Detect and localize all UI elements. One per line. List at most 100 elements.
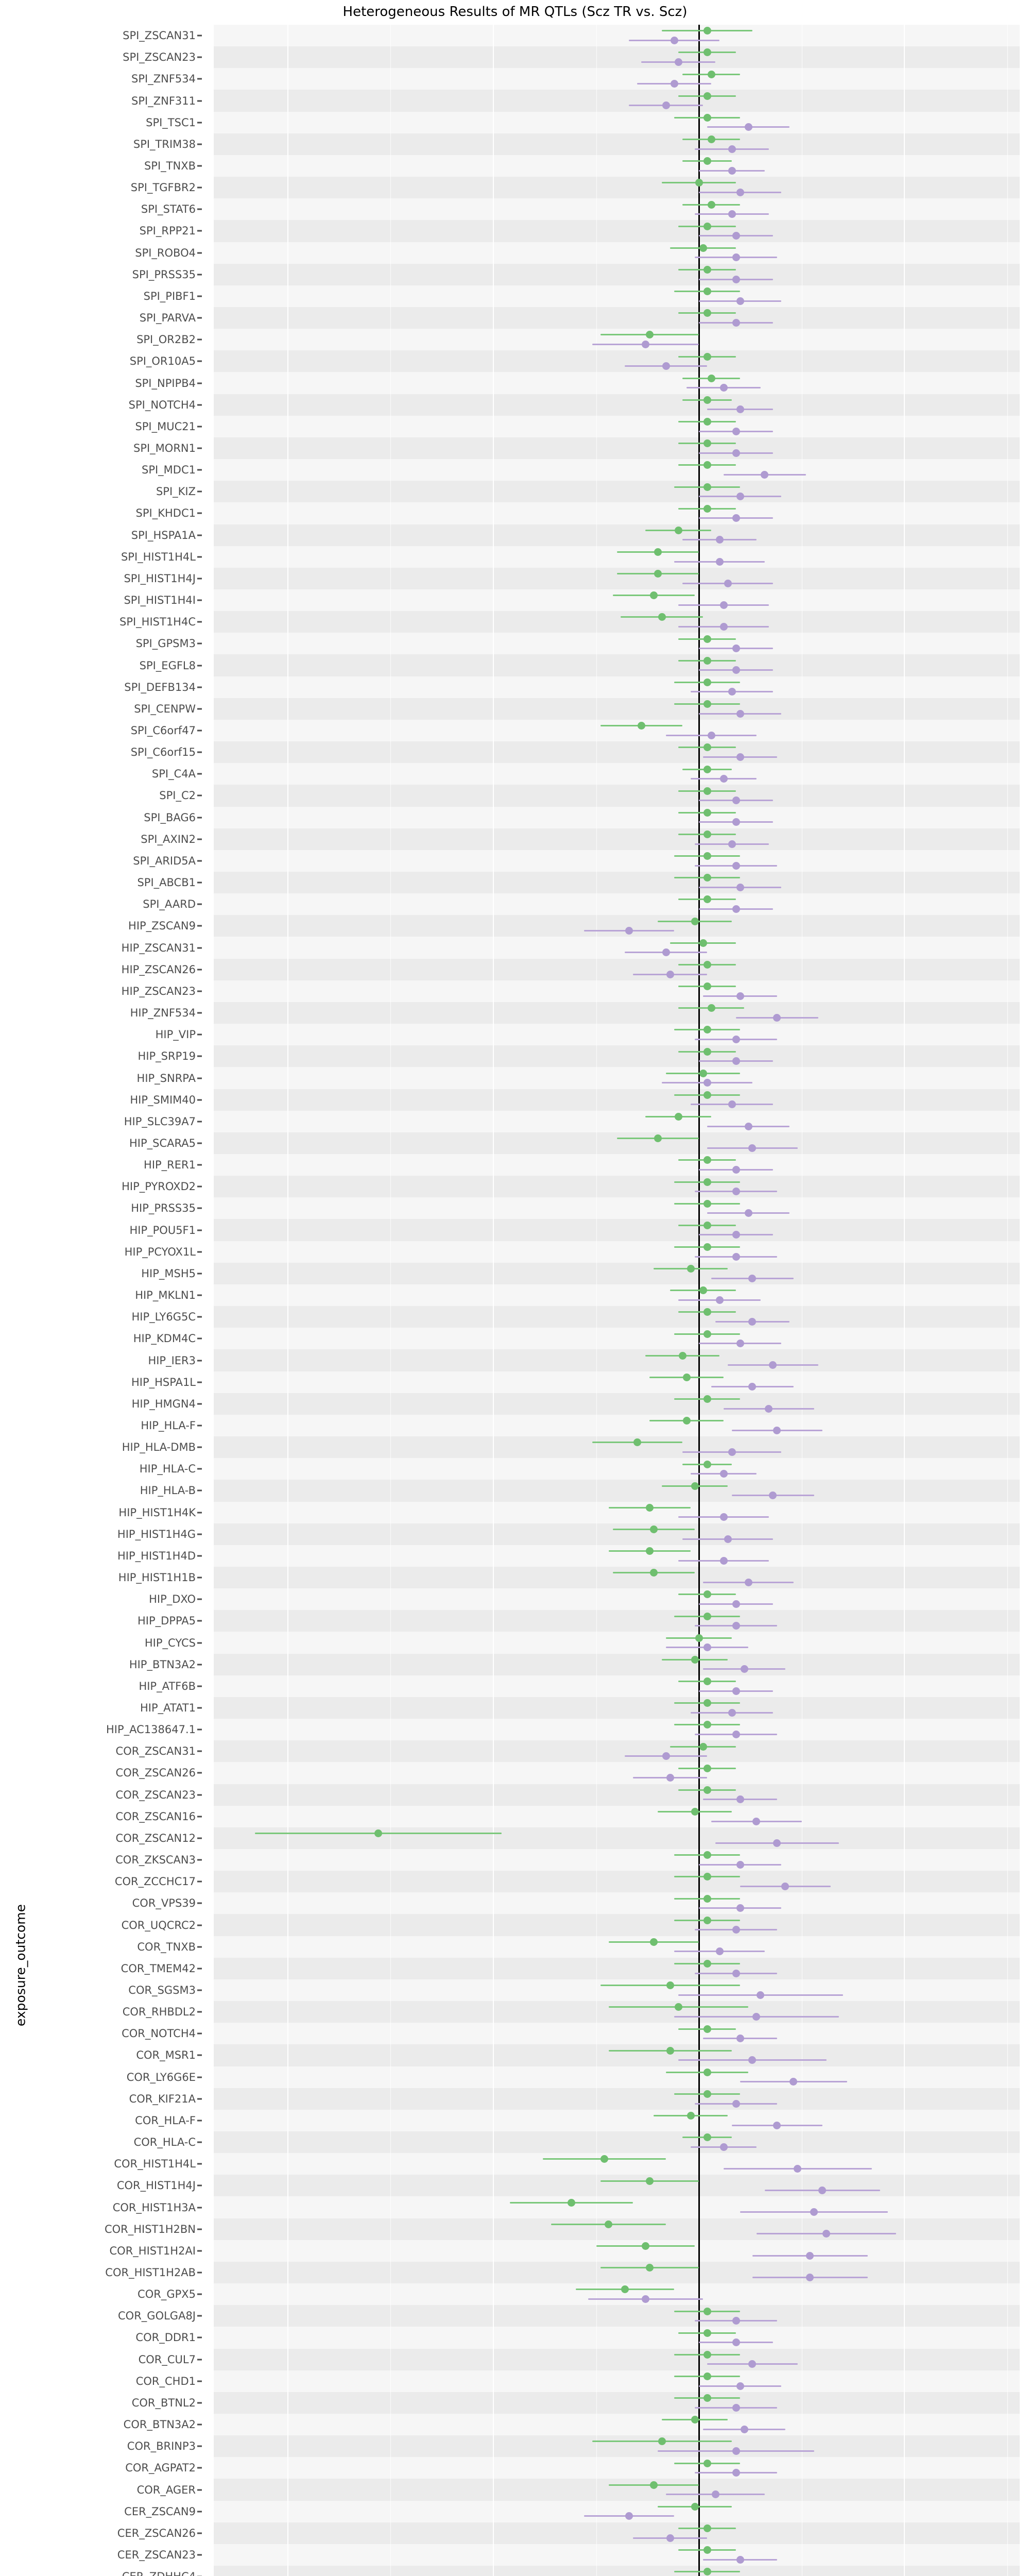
data-point[interactable]: [703, 2025, 711, 2033]
data-point[interactable]: [728, 840, 736, 848]
data-point[interactable]: [703, 1047, 711, 1056]
data-point[interactable]: [736, 992, 744, 1000]
data-point[interactable]: [703, 266, 711, 274]
data-point[interactable]: [740, 1665, 748, 1673]
data-point[interactable]: [691, 1807, 699, 1816]
data-point[interactable]: [707, 1004, 715, 1012]
data-point[interactable]: [703, 743, 711, 752]
data-point[interactable]: [773, 1013, 781, 1022]
data-point[interactable]: [703, 1221, 711, 1229]
data-point[interactable]: [736, 2035, 744, 2043]
data-point[interactable]: [732, 1969, 740, 1977]
data-point[interactable]: [761, 470, 769, 479]
data-point[interactable]: [703, 27, 711, 35]
data-point[interactable]: [748, 2360, 757, 2368]
data-point[interactable]: [703, 1091, 711, 1099]
data-point[interactable]: [732, 2099, 740, 2108]
data-point[interactable]: [621, 2285, 629, 2294]
data-point[interactable]: [670, 36, 678, 44]
data-point[interactable]: [703, 874, 711, 882]
data-point[interactable]: [703, 1590, 711, 1599]
data-point[interactable]: [703, 787, 711, 795]
data-point[interactable]: [719, 1513, 728, 1521]
data-point[interactable]: [707, 731, 715, 739]
data-point[interactable]: [658, 2437, 666, 2446]
data-point[interactable]: [744, 1578, 752, 1586]
data-point[interactable]: [703, 2459, 711, 2467]
data-point[interactable]: [686, 1265, 695, 1273]
data-point[interactable]: [703, 157, 711, 165]
data-point[interactable]: [703, 1460, 711, 1468]
data-point[interactable]: [719, 2143, 728, 2151]
data-point[interactable]: [719, 775, 728, 783]
data-point[interactable]: [703, 222, 711, 230]
data-point[interactable]: [736, 493, 744, 501]
data-point[interactable]: [818, 2187, 827, 2195]
data-point[interactable]: [732, 666, 740, 674]
data-point[interactable]: [703, 960, 711, 969]
data-point[interactable]: [736, 405, 744, 414]
data-point[interactable]: [649, 1525, 658, 1533]
data-point[interactable]: [719, 1470, 728, 1478]
data-point[interactable]: [715, 1947, 724, 1956]
data-point[interactable]: [806, 2273, 814, 2281]
data-point[interactable]: [703, 1916, 711, 1924]
data-point[interactable]: [732, 2469, 740, 2477]
data-point[interactable]: [736, 2382, 744, 2390]
data-point[interactable]: [732, 818, 740, 826]
data-point[interactable]: [703, 1330, 711, 1338]
data-point[interactable]: [703, 1873, 711, 1881]
data-point[interactable]: [703, 2350, 711, 2359]
data-point[interactable]: [674, 526, 682, 534]
data-point[interactable]: [703, 113, 711, 122]
data-point[interactable]: [728, 1448, 736, 1456]
data-point[interactable]: [707, 135, 715, 144]
data-point[interactable]: [703, 1764, 711, 1772]
data-point[interactable]: [748, 1274, 757, 1282]
data-point[interactable]: [703, 1894, 711, 1903]
data-point[interactable]: [728, 1100, 736, 1109]
data-point[interactable]: [666, 2046, 674, 2055]
data-point[interactable]: [703, 1643, 711, 1652]
data-point[interactable]: [744, 123, 752, 131]
data-point[interactable]: [699, 244, 707, 252]
data-point[interactable]: [744, 1209, 752, 1217]
data-point[interactable]: [678, 1351, 686, 1360]
data-point[interactable]: [732, 645, 740, 653]
data-point[interactable]: [633, 1438, 641, 1447]
data-point[interactable]: [732, 1600, 740, 1608]
data-point[interactable]: [732, 1622, 740, 1630]
data-point[interactable]: [719, 601, 728, 609]
data-point[interactable]: [732, 275, 740, 283]
data-point[interactable]: [703, 352, 711, 361]
data-point[interactable]: [699, 1069, 707, 1077]
data-point[interactable]: [666, 1981, 674, 1990]
data-point[interactable]: [752, 2012, 761, 2021]
data-point[interactable]: [752, 1817, 761, 1825]
data-point[interactable]: [732, 514, 740, 522]
data-point[interactable]: [703, 2372, 711, 2380]
data-point[interactable]: [703, 309, 711, 317]
data-point[interactable]: [736, 1904, 744, 1912]
data-point[interactable]: [740, 2425, 748, 2433]
data-point[interactable]: [719, 384, 728, 392]
data-point[interactable]: [703, 1786, 711, 1794]
data-point[interactable]: [703, 656, 711, 665]
data-point[interactable]: [732, 427, 740, 435]
data-point[interactable]: [732, 1730, 740, 1738]
data-point[interactable]: [728, 1708, 736, 1717]
data-point[interactable]: [600, 2155, 609, 2163]
data-point[interactable]: [662, 948, 670, 957]
data-point[interactable]: [662, 101, 670, 110]
data-point[interactable]: [645, 1503, 654, 1512]
data-point[interactable]: [707, 374, 715, 382]
data-point[interactable]: [757, 1991, 765, 1999]
data-point[interactable]: [691, 1655, 699, 1664]
data-point[interactable]: [703, 418, 711, 426]
data-point[interactable]: [703, 2133, 711, 2142]
data-point[interactable]: [703, 2394, 711, 2402]
data-point[interactable]: [732, 1057, 740, 1065]
data-point[interactable]: [645, 1547, 654, 1555]
data-point[interactable]: [748, 1383, 757, 1391]
data-point[interactable]: [822, 2230, 831, 2238]
